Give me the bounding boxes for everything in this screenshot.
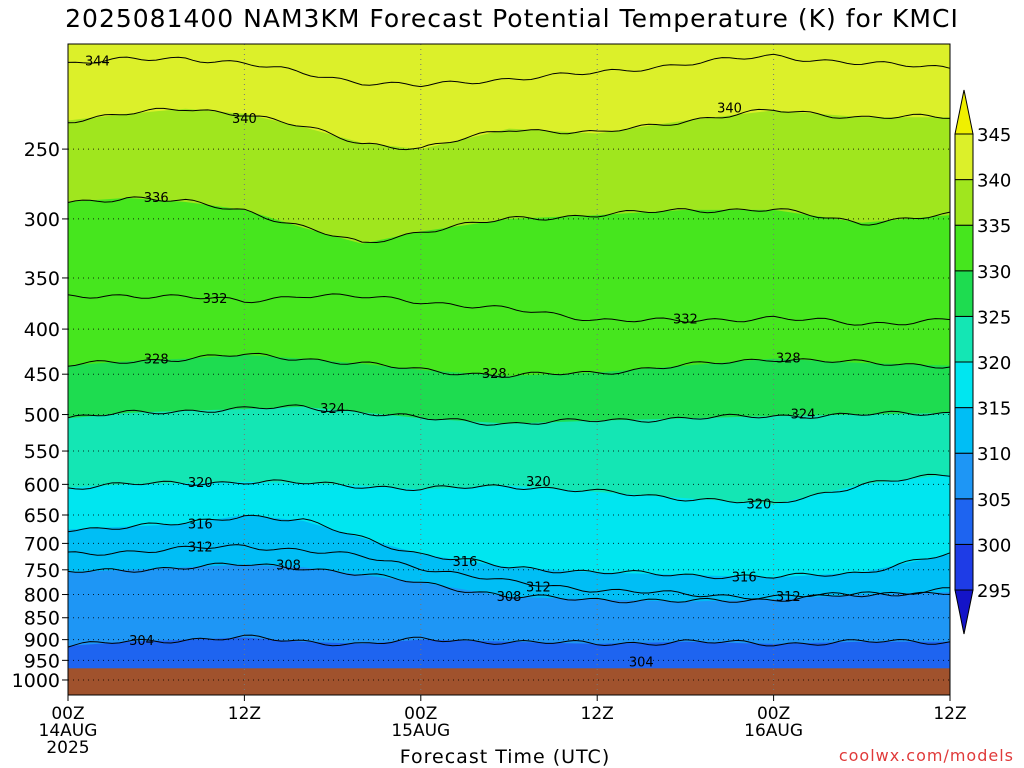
colorbar-label: 300 <box>977 535 1011 556</box>
contour-label: 316 <box>732 570 757 585</box>
colorbar-label: 345 <box>977 125 1011 146</box>
colorbar-segment <box>954 315 974 363</box>
x-tick-label: 00Z <box>757 704 790 724</box>
colorbar-segment <box>954 361 974 409</box>
colorbar-segment <box>954 224 974 272</box>
contour-label: 328 <box>144 352 169 367</box>
contour-320 <box>67 473 951 504</box>
contour-304 <box>67 634 951 648</box>
colorbar-label: 340 <box>977 171 1011 192</box>
contour-328 <box>67 352 951 378</box>
colorbar-segment <box>954 543 974 591</box>
contour-332 <box>67 293 951 326</box>
contour-label: 320 <box>526 475 551 490</box>
grid-lines <box>67 44 951 695</box>
contour-label: 324 <box>320 402 345 417</box>
colorbar-segment <box>954 270 974 317</box>
contour-label: 316 <box>188 517 213 532</box>
contour-label: 312 <box>526 580 551 595</box>
y-tick-label: 750 <box>24 560 60 582</box>
source-credit[interactable]: coolwx.com/models <box>838 746 1014 765</box>
colorbar-top-arrow <box>954 89 974 135</box>
x-tick-label: 00Z <box>404 704 437 724</box>
y-tick-label: 700 <box>24 533 60 555</box>
contour-label: 332 <box>203 292 228 307</box>
y-tick-label: 950 <box>24 650 60 672</box>
contour-label: 312 <box>776 590 801 605</box>
contour-label: 316 <box>452 555 477 570</box>
contour-label: 336 <box>144 191 169 206</box>
y-tick-label: 900 <box>24 630 60 652</box>
contour-label: 340 <box>232 112 257 127</box>
colorbar-segment <box>954 452 974 500</box>
contour-312 <box>67 544 950 600</box>
contour-label: 332 <box>673 312 698 327</box>
y-axis-ticks: 2503003504004505005506006507007508008509… <box>12 139 68 692</box>
contour-label: 320 <box>188 476 213 491</box>
colorbar-segment <box>954 179 974 226</box>
plot-frame <box>67 43 951 696</box>
y-tick-label: 850 <box>24 608 60 630</box>
colorbar-label: 335 <box>977 216 1011 237</box>
y-tick-label: 1000 <box>12 670 60 692</box>
x-tick-label: 00Z <box>51 704 84 724</box>
contour-label: 312 <box>188 541 213 556</box>
contour-344 <box>67 53 951 88</box>
colorbar-segment <box>954 407 974 454</box>
contour-336 <box>67 196 951 244</box>
colorbar-label: 330 <box>977 262 1011 283</box>
colorbar-label: 320 <box>977 353 1011 374</box>
contour-324 <box>67 404 951 426</box>
colorbar-segment <box>954 498 974 545</box>
y-tick-label: 500 <box>24 405 60 427</box>
contour-label: 304 <box>629 655 654 670</box>
contour-label: 324 <box>791 408 816 423</box>
contour-340 <box>67 107 951 151</box>
x-tick-date: 15AUG <box>391 721 450 741</box>
contour-308 <box>67 562 951 604</box>
contour-label: 328 <box>776 352 801 367</box>
colorbar-label: 310 <box>977 444 1011 465</box>
colorbar-label: 305 <box>977 490 1011 511</box>
contour-label: 304 <box>129 634 154 649</box>
chart-title: 2025081400 NAM3KM Forecast Potential Tem… <box>65 4 959 33</box>
x-tick-label: 12Z <box>933 704 966 724</box>
x-tick-label: 12Z <box>581 704 614 724</box>
colorbar-segment <box>954 133 974 181</box>
y-tick-label: 250 <box>24 139 60 161</box>
x-tick-date: 14AUG <box>39 721 98 741</box>
x-tick-date: 16AUG <box>744 721 803 741</box>
contour-label: 344 <box>85 55 110 70</box>
y-tick-label: 800 <box>24 585 60 607</box>
y-tick-label: 550 <box>24 441 60 463</box>
y-tick-label: 350 <box>24 268 60 290</box>
ground-below-surface <box>68 668 950 695</box>
x-tick-label: 12Z <box>228 704 261 724</box>
contour-label: 320 <box>746 497 771 512</box>
contour-label: 308 <box>276 559 301 574</box>
colorbar-label: 315 <box>977 399 1011 420</box>
colorbar-label: 295 <box>977 581 1011 602</box>
contour-316 <box>67 514 951 580</box>
contour-label: 328 <box>482 367 507 382</box>
y-tick-label: 450 <box>24 364 60 386</box>
y-tick-label: 300 <box>24 209 60 231</box>
contour-label: 340 <box>717 102 742 117</box>
contour-lines <box>67 53 951 648</box>
x-tick-date: 2025 <box>46 738 89 758</box>
colorbar-bottom-arrow <box>954 589 974 635</box>
contour-labels: 344 340 340 336 332 332 328 328 328 324 324 320 320 3… <box>85 55 815 671</box>
y-tick-label: 650 <box>24 505 60 527</box>
colorbar-label: 325 <box>977 307 1011 328</box>
x-axis-label: Forecast Time (UTC) <box>399 746 611 768</box>
contour-label: 308 <box>497 590 522 605</box>
color-bar: 295 300 305 310 315 320 325 330 335 340 345 <box>954 89 1011 635</box>
y-tick-label: 600 <box>24 474 60 496</box>
y-tick-label: 400 <box>24 319 60 341</box>
